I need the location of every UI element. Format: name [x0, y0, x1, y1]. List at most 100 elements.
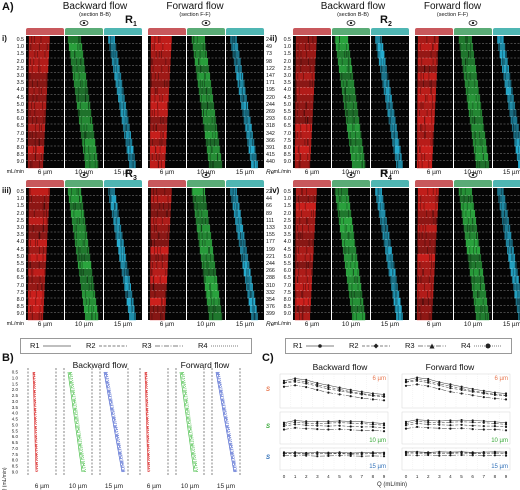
fluorescence-streak [207, 153, 222, 161]
flow-rate-label: 0.5 [16, 189, 24, 195]
streak-shadow [421, 153, 423, 161]
c-series-line [405, 380, 507, 397]
streak-shadow [475, 153, 477, 161]
fluorescence-streak [417, 239, 437, 247]
channel-width-label: 6 µm [37, 321, 53, 328]
flow-unit-label: mL/min [6, 169, 24, 175]
c-data-point [382, 455, 386, 458]
streak-shadow [478, 290, 480, 298]
streak-shadow [353, 290, 355, 298]
fluorescence-streak [125, 290, 133, 299]
fluorescence-streak [335, 195, 350, 203]
fluorescence-streak [110, 202, 118, 211]
fluorescence-streak [205, 138, 220, 147]
streak-shadow [311, 72, 313, 80]
micrograph-image [65, 188, 103, 321]
legend-line-sample [473, 343, 502, 348]
streak-shadow [295, 87, 297, 95]
fluorescence-streak [377, 202, 385, 211]
streak-shadow [352, 116, 354, 124]
streak-shadow [243, 224, 244, 232]
streak-shadow [97, 160, 99, 168]
flow-rate-label: 1.0 [283, 44, 291, 51]
streak-shadow [203, 72, 205, 80]
streak-shadow [78, 72, 80, 80]
streak-shadow [306, 188, 307, 196]
fluorescence-streak [28, 94, 47, 103]
fluorescence-streak [74, 239, 89, 247]
streak-shadow [475, 138, 477, 146]
streak-shadow [96, 298, 97, 306]
streak-shadow [397, 305, 399, 313]
streak-shadow [307, 298, 309, 306]
fluorescence-streak [416, 153, 433, 161]
flow-rate-label: 5.0 [283, 101, 291, 108]
channel-header-bar [226, 180, 264, 187]
channel-width-label: 15 µm [235, 169, 255, 176]
streak-shadow [431, 261, 432, 269]
streak-shadow [29, 188, 31, 196]
streak-shadow [251, 290, 253, 298]
streak-shadow [307, 217, 309, 225]
fluorescence-streak [28, 50, 49, 59]
streak-shadow [43, 217, 44, 225]
streak-shadow [509, 72, 511, 80]
fluorescence-streak [150, 195, 172, 203]
header-forward-right: Forward flow (section F-F) [423, 1, 482, 19]
streak-shadow [305, 268, 307, 276]
flow-rate-label: 7.0 [283, 130, 291, 137]
fluorescence-streak [150, 138, 167, 147]
streak-shadow [361, 305, 363, 313]
channel-width-label: 15 µm [113, 169, 133, 176]
streak-shadow [503, 72, 505, 80]
streak-shadow [216, 153, 218, 161]
fluorescence-streak [129, 160, 136, 169]
streak-shadow [193, 202, 195, 210]
streak-shadow [205, 290, 207, 298]
streak-shadow [40, 124, 42, 132]
streak-shadow [110, 36, 112, 44]
fluorescence-streak [376, 43, 384, 51]
c-data-point [404, 384, 408, 387]
fluorescence-streak [150, 202, 171, 211]
b-profile-line [104, 371, 124, 473]
b-ytick-label: 1.0 [12, 375, 19, 380]
c-data-point [327, 425, 330, 428]
c-data-point [427, 421, 430, 424]
fluorescence-streak [508, 254, 516, 262]
c-series-line [405, 379, 507, 396]
streak-shadow [212, 312, 214, 320]
streak-shadow [157, 232, 159, 240]
fluorescence-streak [474, 305, 489, 313]
streak-shadow [38, 232, 40, 240]
panel-a-label: A) [2, 1, 14, 13]
fluorescence-streak [199, 246, 214, 255]
streak-shadow [214, 276, 216, 284]
streak-shadow [113, 217, 114, 225]
streak-shadow [436, 58, 437, 66]
streak-shadow [38, 65, 39, 73]
streak-shadow [355, 276, 357, 284]
streak-shadow [31, 65, 33, 73]
fluorescence-streak [127, 305, 135, 313]
fluorescence-streak [469, 268, 484, 277]
fluorescence-streak [469, 116, 484, 125]
streak-shadow [234, 195, 236, 203]
fluorescence-streak [380, 65, 387, 73]
streak-shadow [364, 160, 365, 168]
fluorescence-streak [508, 102, 516, 110]
b-ylabel: Q (mL/min) [2, 467, 8, 490]
c-data-point [327, 454, 330, 457]
fluorescence-streak [464, 80, 479, 88]
streak-shadow [253, 160, 255, 168]
fluorescence-streak [466, 246, 481, 255]
fluorescence-streak [119, 102, 127, 110]
streak-shadow [213, 254, 215, 262]
streak-shadow [205, 254, 207, 262]
b-ytick-label: 3.5 [12, 405, 19, 410]
fluorescence-streak [122, 124, 130, 132]
fluorescence-streak [475, 160, 490, 169]
re-value-label: 147 [266, 73, 275, 79]
streak-shadow [296, 276, 298, 284]
flow-rate-label: 4.5 [283, 94, 291, 101]
